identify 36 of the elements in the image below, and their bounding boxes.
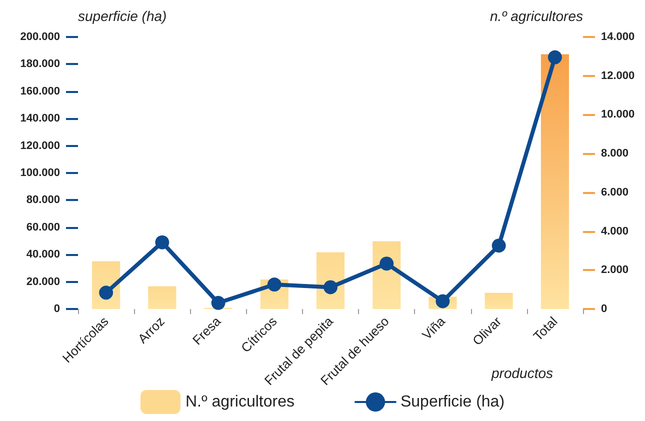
bar (540, 54, 569, 309)
point (492, 238, 506, 253)
y-tick-label: 180.000 (20, 58, 60, 70)
x-axis-title: productos (490, 365, 553, 381)
y2-tick-label: 14.000 (601, 31, 635, 43)
y2-tick-label: 2.000 (601, 264, 629, 276)
bar (484, 292, 513, 309)
y-tick-label: 20.000 (26, 276, 60, 288)
y-tick-label: 120.000 (20, 140, 60, 152)
y-tick-label: 160.000 (20, 85, 60, 98)
point (267, 278, 282, 292)
bar (148, 286, 176, 309)
point (155, 235, 170, 250)
y-tick-label: 140.000 (20, 112, 60, 125)
y-tick-label: 100.000 (20, 167, 60, 179)
y2-tick-label: 6.000 (601, 186, 629, 198)
y-tick-label: 200.000 (20, 31, 60, 43)
point (436, 294, 450, 308)
point (380, 256, 394, 271)
y-tick-label: 60.000 (26, 221, 60, 234)
y2-tick-label: 0 (601, 303, 608, 315)
y-axis-title: superficie (ha) (78, 8, 167, 24)
y-tick-label: 40.000 (26, 248, 60, 261)
y2-tick-label: 8.000 (601, 148, 629, 160)
x-tick-label: Viña (419, 313, 449, 343)
legend-label: N.º agricultores (185, 394, 294, 410)
y-tick-label: 80.000 (26, 194, 60, 206)
y-tick-label: 0 (54, 303, 60, 315)
y2-tick-label: 12.000 (601, 70, 635, 82)
point (211, 296, 226, 310)
point (99, 286, 114, 300)
y2-tick-label: 10.000 (601, 108, 635, 121)
y2-tick-label: 4.000 (601, 225, 629, 238)
y2-axis-title: n.º agricultores (490, 8, 583, 24)
legend-label: Superficie (ha) (400, 394, 505, 410)
point (548, 50, 562, 64)
